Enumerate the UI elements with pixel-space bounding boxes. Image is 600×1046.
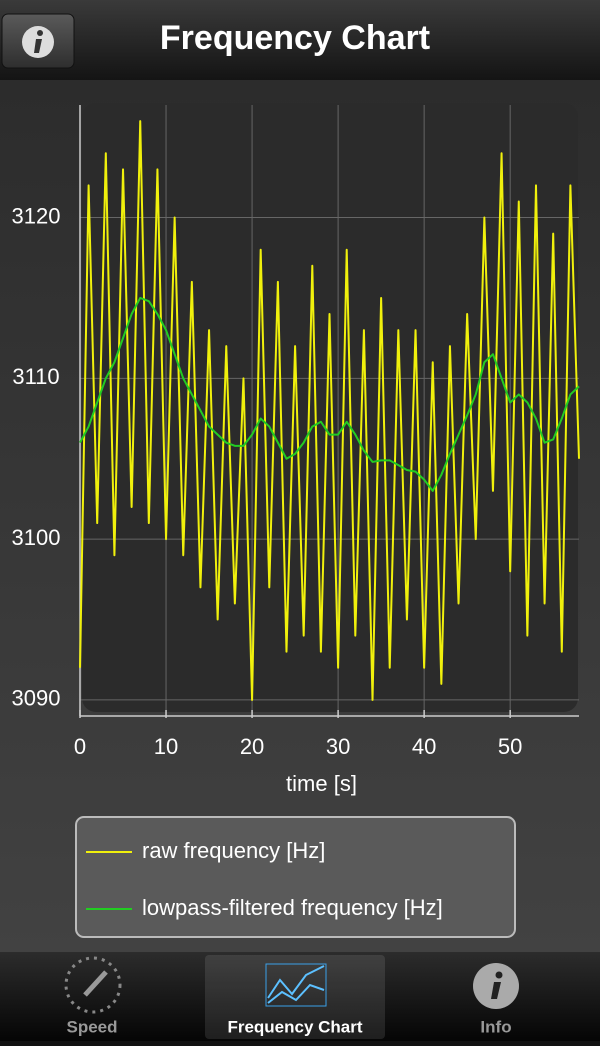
info-tab-dot	[495, 971, 503, 979]
plot: 3090 3100 3110 3120 0 10 20 30 40 50 time [s]	[12, 105, 580, 796]
x-tick-label: 40	[412, 734, 436, 759]
legend: raw frequency [Hz] lowpass-filtered frequ…	[75, 816, 516, 938]
series-line	[79, 120, 580, 701]
tab-label[interactable]: Frequency Chart	[227, 1017, 362, 1036]
y-tick-label: 3110	[12, 364, 59, 389]
legend-label: lowpass-filtered frequency [Hz]	[142, 895, 443, 920]
gauge-needle	[83, 970, 108, 997]
x-axis-label: time [s]	[286, 771, 357, 796]
chart-icon-line	[267, 983, 325, 1004]
speed-tab-icon[interactable]	[64, 956, 122, 1014]
x-tick-label: 0	[74, 734, 86, 759]
y-tick-label: 3100	[12, 525, 61, 550]
chart-icon[interactable]	[265, 963, 327, 1007]
x-tick-label: 50	[498, 734, 522, 759]
info-icon-dot	[37, 30, 43, 36]
legend-label: raw frequency [Hz]	[142, 838, 325, 863]
tab-label[interactable]: Info	[480, 1017, 511, 1036]
plot-area	[82, 103, 578, 712]
chart-tab-icon[interactable]	[265, 963, 327, 1007]
x-tick-label: 10	[154, 734, 178, 759]
info-tab-icon[interactable]	[473, 963, 519, 1009]
x-tick-label: 20	[240, 734, 264, 759]
info-button[interactable]	[1, 13, 75, 69]
y-tick-label: 3090	[12, 686, 61, 711]
navigation-bar	[0, 0, 600, 80]
info-icon-stem	[34, 39, 42, 53]
screen-title: Frequency Chart	[160, 19, 430, 57]
chart-icon-line	[267, 965, 325, 999]
y-tick-label: 3120	[12, 203, 61, 228]
x-tick-label: 30	[326, 734, 350, 759]
tab-label[interactable]: Speed	[66, 1017, 117, 1036]
info-tab-stem	[491, 982, 501, 999]
series-line	[79, 296, 580, 492]
selected-tab-highlight	[205, 955, 385, 1039]
gauge-icon[interactable]	[64, 956, 122, 1014]
legend-frame	[75, 816, 516, 938]
legend-entries: raw frequency [Hz] lowpass-filtered frequ…	[86, 838, 443, 920]
